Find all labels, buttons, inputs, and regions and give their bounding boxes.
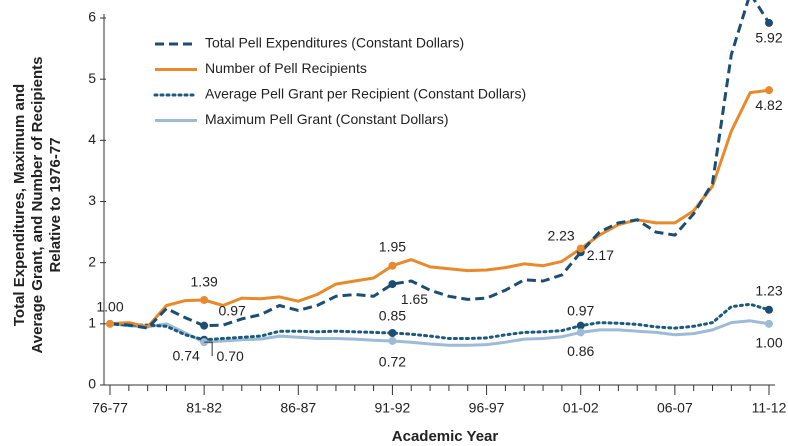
data-label: 0.74 xyxy=(173,347,200,363)
y-tick-label: 2 xyxy=(88,253,96,269)
data-label: 0.86 xyxy=(567,343,594,359)
series-line xyxy=(108,302,771,342)
y-tick-label: 6 xyxy=(88,9,96,25)
series-line xyxy=(109,88,770,329)
y-tick-label: 1 xyxy=(88,315,96,331)
data-label: 1.00 xyxy=(755,335,782,351)
data-label: 4.82 xyxy=(755,97,782,113)
x-tick-label: 76-77 xyxy=(92,400,128,416)
data-point xyxy=(765,86,773,95)
data-label: 5.92 xyxy=(755,30,782,46)
x-tick-label: 86-87 xyxy=(280,400,316,416)
y-tick-label: 4 xyxy=(88,131,96,147)
data-point xyxy=(106,319,114,328)
x-tick-label: 81-82 xyxy=(186,400,222,416)
data-label: 1.39 xyxy=(191,274,218,290)
data-label: 0.97 xyxy=(219,302,246,318)
data-point xyxy=(765,319,773,328)
data-label: 1.65 xyxy=(401,291,428,307)
data-label: 2.17 xyxy=(587,247,614,263)
legend-label: Total Pell Expenditures (Constant Dollar… xyxy=(205,35,464,51)
data-label: 0.85 xyxy=(379,308,406,324)
data-label: 0.72 xyxy=(379,354,406,370)
data-point xyxy=(200,295,209,304)
y-axis-title: Total Expenditures, Maximum and xyxy=(11,84,28,326)
data-point xyxy=(388,329,397,338)
series-line xyxy=(109,0,771,330)
data-point xyxy=(765,305,773,314)
data-point xyxy=(576,244,585,253)
data-label: 1.23 xyxy=(755,282,782,298)
legend-label: Average Pell Grant per Recipient (Consta… xyxy=(205,86,526,102)
data-point xyxy=(388,280,397,289)
data-label: 2.23 xyxy=(547,227,574,243)
series-line xyxy=(109,319,770,347)
data-point xyxy=(576,328,585,337)
data-point xyxy=(765,18,773,27)
x-tick-label: 11-12 xyxy=(752,400,787,416)
x-axis-title: Academic Year xyxy=(392,428,499,445)
data-point xyxy=(388,336,397,345)
y-axis-title: Average Grant, and Number of Recipients xyxy=(29,56,46,353)
data-point xyxy=(576,321,585,330)
y-tick-label: 0 xyxy=(88,376,96,392)
y-axis-title: Relative to 1976-77 xyxy=(47,137,64,272)
x-tick-label: 06-07 xyxy=(657,400,693,416)
legend-label: Maximum Pell Grant (Constant Dollars) xyxy=(205,111,449,127)
data-label: 1.95 xyxy=(379,238,406,254)
data-point xyxy=(388,261,397,270)
data-point xyxy=(200,321,209,330)
data-label: 1.00 xyxy=(96,299,123,315)
x-tick-label: 91-92 xyxy=(375,400,411,416)
y-tick-label: 5 xyxy=(88,70,96,86)
leader-line xyxy=(204,341,213,357)
data-label: 0.97 xyxy=(567,302,594,318)
legend-label: Number of Pell Recipients xyxy=(205,60,367,76)
x-tick-label: 01-02 xyxy=(563,400,599,416)
data-label: 0.70 xyxy=(217,348,244,364)
x-tick-label: 96-97 xyxy=(469,400,505,416)
y-tick-label: 3 xyxy=(88,192,96,208)
